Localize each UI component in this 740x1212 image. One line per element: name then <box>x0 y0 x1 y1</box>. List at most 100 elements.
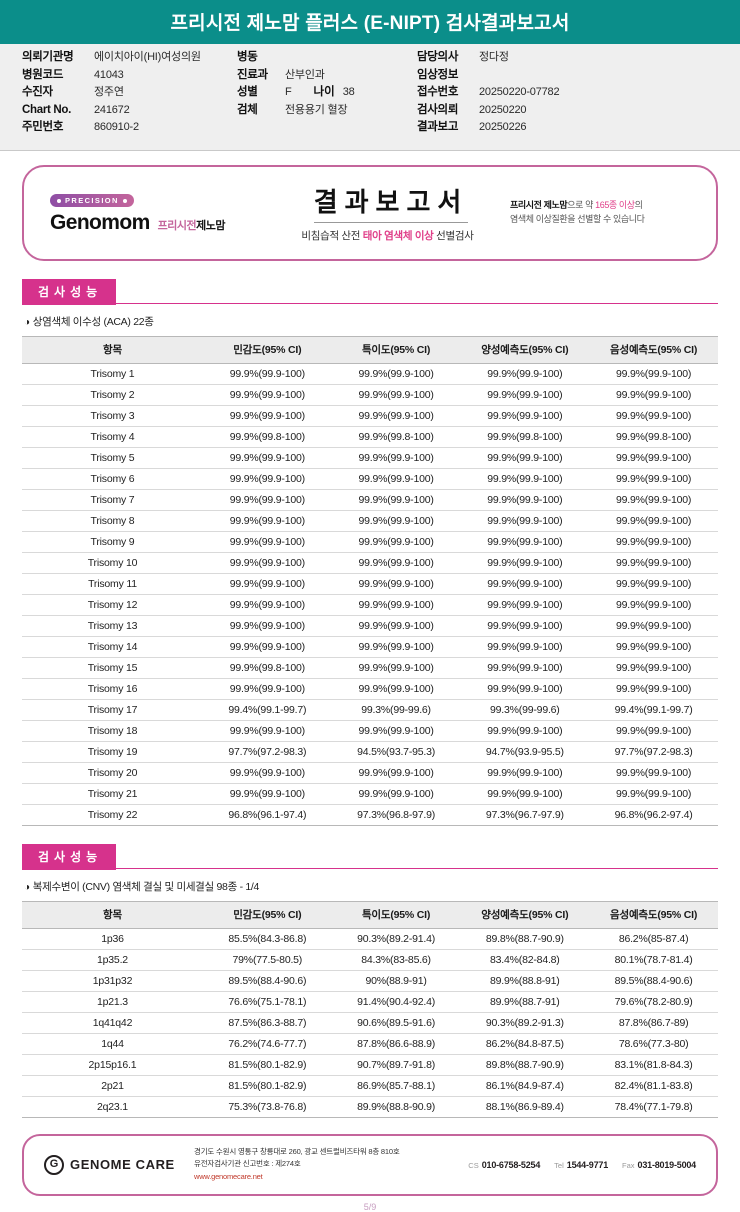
table-row: Trisomy 14 99.9%(99.9-100) 99.9%(99.9-100)… <box>22 636 718 658</box>
cell-value: 99.9%(99.9-100) <box>202 468 332 490</box>
cell-value: 99.9%(99.9-100) <box>202 531 332 553</box>
footer-company-box: G GENOME CARE 경기도 수원시 영통구 창룡대로 260, 광교 센… <box>22 1133 718 1196</box>
column-header-npv: 음성예측도(95% CI) <box>589 335 718 364</box>
report-title-bar: 프리시전 제노맘 플러스 (E-NIPT) 검사결과보고서 <box>0 0 740 44</box>
result-report-subheading: 비침습적 산전 태아 염색체 이상 선별검사 <box>265 228 510 243</box>
info-row-hospital-code: 병원코드 41043 <box>22 69 237 82</box>
cell-item: Trisomy 15 <box>22 657 203 679</box>
section-subtitle-cnv-text: 복제수변이 (CNV) 염색체 결실 및 미세결실 98종 - 1/4 <box>32 880 260 893</box>
cell-value: 99.9%(99.9-100) <box>589 615 718 637</box>
column-header-item: 항목 <box>22 335 203 364</box>
table-header-row: 항목 민감도(95% CI) 특이도(95% CI) 양성예측도(95% CI)… <box>22 335 718 364</box>
subheading-highlight: 태아 염색체 이상 <box>362 230 434 242</box>
cell-value: 99.9%(99.9-100) <box>202 573 332 595</box>
cell-value: 99.9%(99.9-100) <box>202 720 332 742</box>
cell-value: 99.9%(99.9-100) <box>460 720 590 742</box>
info-label-institution: 의뢰기관명 <box>22 51 74 63</box>
cell-value: 99.9%(99.9-100) <box>331 594 461 616</box>
cell-value: 99.9%(99.9-100) <box>331 615 461 637</box>
table-header-row: 항목 민감도(95% CI) 특이도(95% CI) 양성예측도(95% CI)… <box>22 900 718 929</box>
cell-value: 87.5%(86.3-88.7) <box>202 1012 332 1034</box>
section-tag-cnv: 검사성능 <box>22 843 117 870</box>
table-row: Trisomy 16 99.9%(99.9-100) 99.9%(99.9-100)… <box>22 678 718 700</box>
cell-value: 99.4%(99.1-99.7) <box>202 699 332 721</box>
table-row: 1p35.2 79%(77.5-80.5) 84.3%(83-85.6) 83.4%(… <box>22 949 718 971</box>
brand-description-highlight: 165종 이상 <box>595 200 635 210</box>
cell-value: 99.9%(99.9-100) <box>331 405 461 427</box>
cell-item: Trisomy 13 <box>22 615 203 637</box>
cell-value: 99.9%(99.9-100) <box>331 531 461 553</box>
cell-value: 99.9%(99.9-100) <box>460 678 590 700</box>
cell-item: Trisomy 16 <box>22 678 203 700</box>
cell-value: 99.9%(99.8-100) <box>331 426 461 448</box>
table-row: 1q41q42 87.5%(86.3-88.7) 90.6%(89.5-91.6) 9… <box>22 1012 718 1034</box>
cell-value: 89.8%(88.7-90.9) <box>460 1054 590 1076</box>
report-title-text: 프리시전 제노맘 플러스 (E-NIPT) 검사결과보고서 <box>170 13 570 34</box>
company-website-link[interactable]: www.genomecare.net <box>194 1171 263 1181</box>
cell-value: 90.6%(89.5-91.6) <box>331 1012 461 1034</box>
cell-value: 84.3%(83-85.6) <box>331 949 461 971</box>
cell-value: 99.9%(99.9-100) <box>460 468 590 490</box>
cell-item: Trisomy 20 <box>22 762 203 784</box>
cell-value: 81.5%(80.1-82.9) <box>202 1075 332 1097</box>
column-header-sensitivity: 민감도(95% CI) <box>202 900 332 929</box>
table-row: Trisomy 2 99.9%(99.9-100) 99.9%(99.9-100) 9… <box>22 384 718 406</box>
cell-value: 99.9%(99.9-100) <box>331 384 461 406</box>
info-row-specimen: 검체 전용용기 혈장 <box>237 104 417 117</box>
cell-value: 90.7%(89.7-91.8) <box>331 1054 461 1076</box>
cell-item: Trisomy 5 <box>22 447 203 469</box>
info-value-doctor: 정다정 <box>479 51 509 63</box>
info-row-institution: 의뢰기관명 에이치아이(HI)여성의원 <box>22 51 237 64</box>
info-row-accession-no: 접수번호 20250220-07782 <box>417 86 717 99</box>
cell-value: 81.5%(80.1-82.9) <box>202 1054 332 1076</box>
info-label-clinical-info: 임상정보 <box>417 68 459 81</box>
cell-value: 99.9%(99.9-100) <box>460 615 590 637</box>
cell-value: 99.9%(99.9-100) <box>202 783 332 805</box>
cell-value: 99.9%(99.8-100) <box>202 657 332 679</box>
section-header-cnv: 검사성능 <box>22 843 718 870</box>
cell-value: 97.7%(97.2-98.3) <box>589 741 718 763</box>
info-row-order-date: 검사의뢰 20250220 <box>417 104 717 117</box>
patient-info-column-1: 의뢰기관명 에이치아이(HI)여성의원 병원코드 41043 수진자 정주연 C… <box>22 51 237 140</box>
subheading-pre: 비침습적 산전 <box>301 230 363 242</box>
info-label-report-date: 결과보고 <box>417 121 459 133</box>
cell-value: 99.9%(99.9-100) <box>331 468 461 490</box>
cell-value: 89.9%(88.8-91) <box>460 970 590 992</box>
info-value-patient-name: 정주연 <box>94 86 124 98</box>
info-value-report-date: 20250226 <box>479 121 527 133</box>
cell-value: 99.9%(99.9-100) <box>202 447 332 469</box>
cell-value: 99.9%(99.9-100) <box>460 489 590 511</box>
info-label-accession-no: 접수번호 <box>417 86 459 98</box>
cell-value: 89.5%(88.4-90.6) <box>202 970 332 992</box>
cell-item: 2p15p16.1 <box>22 1054 203 1076</box>
contact-cs-label: CS <box>468 1160 479 1170</box>
contact-cs-value: 010-6758-5254 <box>481 1159 541 1170</box>
info-row-report-date: 결과보고 20250226 <box>417 121 717 134</box>
info-row-chart-no: Chart No. 241672 <box>22 104 237 117</box>
cell-value: 90.3%(89.2-91.3) <box>460 1012 590 1034</box>
cell-item: 1q41q42 <box>22 1012 203 1034</box>
contact-tel-value: 1544-9771 <box>566 1159 609 1170</box>
table-row: Trisomy 7 99.9%(99.9-100) 99.9%(99.9-100) 9… <box>22 489 718 511</box>
cell-value: 94.5%(93.7-95.3) <box>331 741 461 763</box>
column-header-sensitivity: 민감도(95% CI) <box>202 335 332 364</box>
brand-name-korean-dark: 제노맘 <box>196 220 226 233</box>
info-label-doctor: 담당의사 <box>417 51 459 63</box>
cell-value: 82.4%(81.1-83.8) <box>589 1075 718 1097</box>
table-row: Trisomy 11 99.9%(99.9-100) 99.9%(99.9-100)… <box>22 573 718 595</box>
cell-value: 99.9%(99.9-100) <box>460 783 590 805</box>
patient-info-strip: 의뢰기관명 에이치아이(HI)여성의원 병원코드 41043 수진자 정주연 C… <box>0 44 740 151</box>
section-subtitle-aca-text: 상염색체 이수성 (ACA) 22종 <box>32 315 154 328</box>
company-address-block: 경기도 수원시 영통구 창룡대로 260, 광교 센트럴비즈타워 8층 810호… <box>194 1146 421 1183</box>
cell-value: 99.9%(99.9-100) <box>460 636 590 658</box>
cell-value: 99.9%(99.9-100) <box>460 762 590 784</box>
cell-value: 99.9%(99.8-100) <box>589 426 718 448</box>
table-row: Trisomy 8 99.9%(99.9-100) 99.9%(99.9-100) 9… <box>22 510 718 532</box>
brand-name-row: Genomom 프리시전제노맘 <box>50 211 265 235</box>
cell-value: 90%(88.9-91) <box>331 970 461 992</box>
cell-value: 99.9%(99.9-100) <box>589 636 718 658</box>
cell-item: 1p36 <box>22 928 203 950</box>
cell-value: 86.2%(85-87.4) <box>589 928 718 950</box>
section-subtitle-aca: ◑ 상염색체 이수성 (ACA) 22종 <box>24 314 718 329</box>
cell-item: Trisomy 4 <box>22 426 203 448</box>
